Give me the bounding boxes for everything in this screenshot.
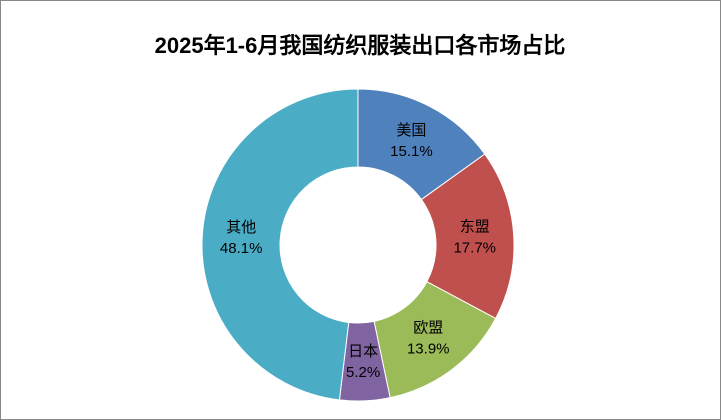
value-label: 5.2% <box>346 364 380 381</box>
donut-segment <box>201 88 359 401</box>
value-label: 13.9% <box>407 341 450 358</box>
segment-label: 其他 <box>226 219 256 236</box>
chart-title: 2025年1-6月我国纺织服装出口各市场占比 <box>155 33 566 58</box>
segment-label: 美国 <box>396 122 426 139</box>
segment-label: 日本 <box>348 343 378 360</box>
segment-label: 欧盟 <box>413 320 443 337</box>
segment-label: 东盟 <box>460 218 490 235</box>
value-label: 17.7% <box>453 239 496 256</box>
value-label: 15.1% <box>390 143 433 160</box>
donut-segment <box>420 153 515 320</box>
value-label: 48.1% <box>220 240 263 257</box>
